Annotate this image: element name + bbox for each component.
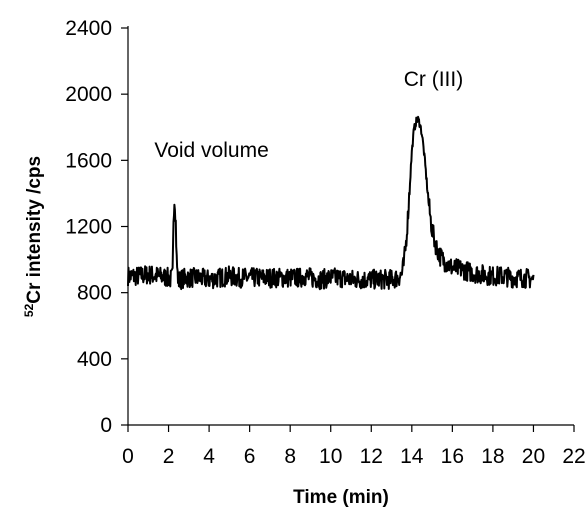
y-tick-group: 0 400 800 1200 1600 2000 2400 — [65, 17, 128, 437]
x-tick-label: 2 — [163, 445, 175, 468]
x-tick-label: 8 — [284, 445, 296, 468]
x-tick-label: 6 — [244, 445, 256, 468]
x-tick-group: 0 2 4 6 8 10 12 14 16 18 20 22 — [122, 425, 586, 468]
y-axis-title: 52Cr intensity /cps — [22, 156, 45, 317]
annotation-cr-iii: Cr (III) — [404, 68, 463, 91]
annotation-void-volume: Void volume — [154, 139, 268, 162]
y-axis-title-superscript: 52 — [22, 303, 36, 317]
x-tick-label: 4 — [203, 445, 215, 468]
x-tick-label: 10 — [319, 445, 342, 468]
series-line — [127, 115, 535, 291]
x-tick-label: 0 — [122, 445, 134, 468]
y-tick-label: 400 — [77, 348, 112, 371]
x-tick-label: 20 — [522, 445, 545, 468]
y-tick-label: 0 — [100, 414, 112, 437]
x-axis-title: Time (min) — [293, 487, 389, 508]
y-axis-title-main: Cr intensity /cps — [24, 156, 45, 304]
y-tick-label: 800 — [77, 282, 112, 305]
x-tick-label: 18 — [481, 445, 504, 468]
x-tick-label: 12 — [360, 445, 383, 468]
y-tick-label: 1200 — [65, 216, 112, 239]
x-tick-label: 14 — [400, 445, 424, 468]
y-tick-label: 2000 — [65, 83, 112, 106]
y-tick-label: 1600 — [65, 149, 112, 172]
x-tick-label: 16 — [441, 445, 464, 468]
x-tick-label: 22 — [562, 445, 585, 468]
y-tick-label: 2400 — [65, 17, 112, 40]
